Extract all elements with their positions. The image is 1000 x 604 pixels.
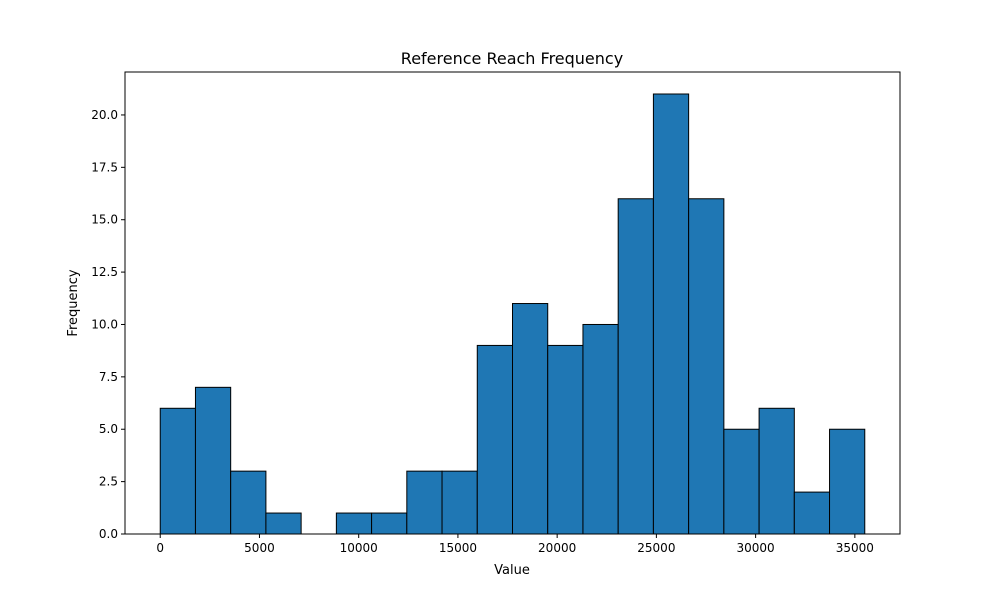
histogram-bar (547, 344, 584, 535)
x-axis-label: Value (494, 563, 530, 578)
histogram-bar (793, 491, 831, 535)
histogram-bar (829, 428, 866, 535)
x-tick-label: 30000 (737, 541, 775, 555)
y-tick-label: 5.0 (99, 422, 118, 436)
x-tick-label: 0 (156, 541, 164, 555)
y-axis-ticks: 0.0 2.5 5.0 7.5 10.0 12.5 15.0 17.5 20.0 (91, 108, 125, 541)
histogram-bar (230, 470, 267, 535)
x-tick-label: 35000 (836, 541, 874, 555)
x-tick-label: 20000 (538, 541, 576, 555)
histogram-bar (159, 407, 196, 535)
y-tick-label: 7.5 (99, 370, 118, 384)
x-tick-label: 10000 (340, 541, 378, 555)
x-tick-label: 15000 (439, 541, 477, 555)
y-tick-label: 10.0 (91, 317, 118, 331)
y-tick-label: 15.0 (91, 213, 118, 227)
histogram-bar (265, 512, 302, 535)
y-tick-label: 20.0 (91, 108, 118, 122)
plot-frame (124, 71, 901, 535)
histogram-bar (688, 198, 725, 535)
y-tick-label: 12.5 (91, 265, 118, 279)
chart-title: Reference Reach Frequency (401, 49, 623, 68)
histogram-bar (406, 470, 443, 535)
histogram-bar (476, 344, 514, 535)
y-tick-label: 17.5 (91, 160, 118, 174)
y-tick-label: 2.5 (99, 475, 118, 489)
histogram-bar (582, 323, 619, 535)
x-tick-label: 5000 (244, 541, 275, 555)
histogram-bar (335, 512, 373, 535)
histogram-bar (194, 386, 232, 535)
histogram-bar (441, 470, 478, 535)
bars-group (159, 93, 866, 535)
x-tick-label: 25000 (637, 541, 675, 555)
histogram-bar (512, 303, 549, 535)
histogram-bar (371, 512, 408, 535)
y-axis-label: Frequency (66, 269, 81, 336)
histogram-bar (723, 428, 760, 535)
histogram-bar (652, 93, 690, 535)
x-axis-ticks: 0 5000 10000 15000 20000 25000 30000 35000 (156, 534, 874, 555)
histogram-bar (617, 198, 654, 535)
histogram-bar (758, 407, 795, 535)
y-tick-label: 0.0 (99, 527, 118, 541)
